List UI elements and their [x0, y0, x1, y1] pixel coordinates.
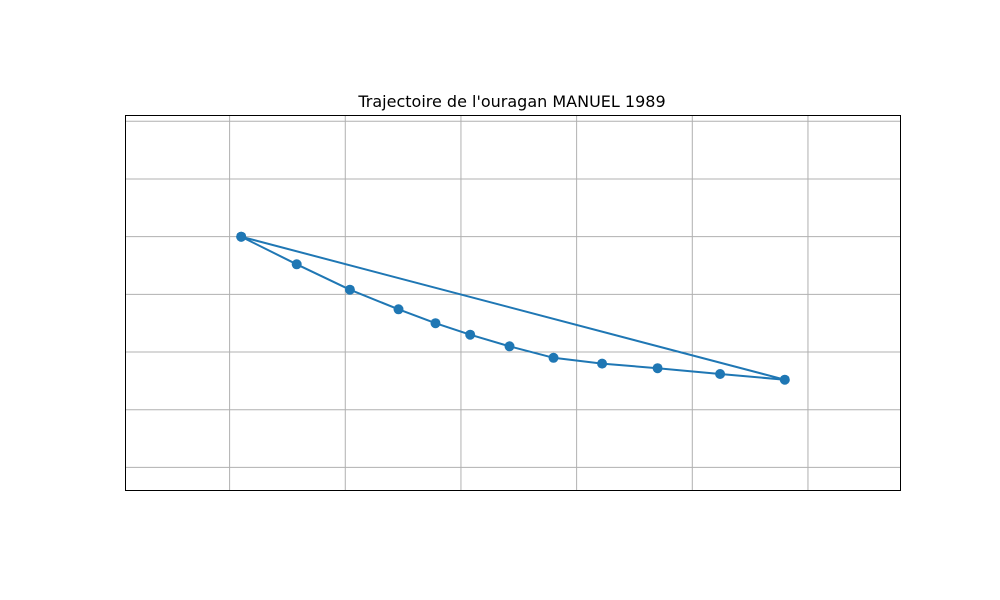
series-line	[240, 235, 786, 381]
data-point	[236, 231, 247, 242]
data-point	[393, 304, 404, 315]
data-point	[652, 363, 663, 374]
plot-frame	[125, 115, 901, 491]
grid	[125, 115, 901, 491]
data-point	[291, 259, 302, 270]
data-point	[430, 318, 441, 329]
data-point	[344, 284, 355, 295]
series-group	[236, 231, 790, 385]
data-point	[715, 369, 726, 379]
data-point	[504, 341, 515, 352]
data-point	[548, 352, 559, 363]
data-point	[779, 374, 790, 385]
data-point	[597, 358, 608, 369]
chart-title: Trajectoire de l'ouragan MANUEL 1989	[357, 92, 665, 111]
data-point	[465, 329, 476, 340]
